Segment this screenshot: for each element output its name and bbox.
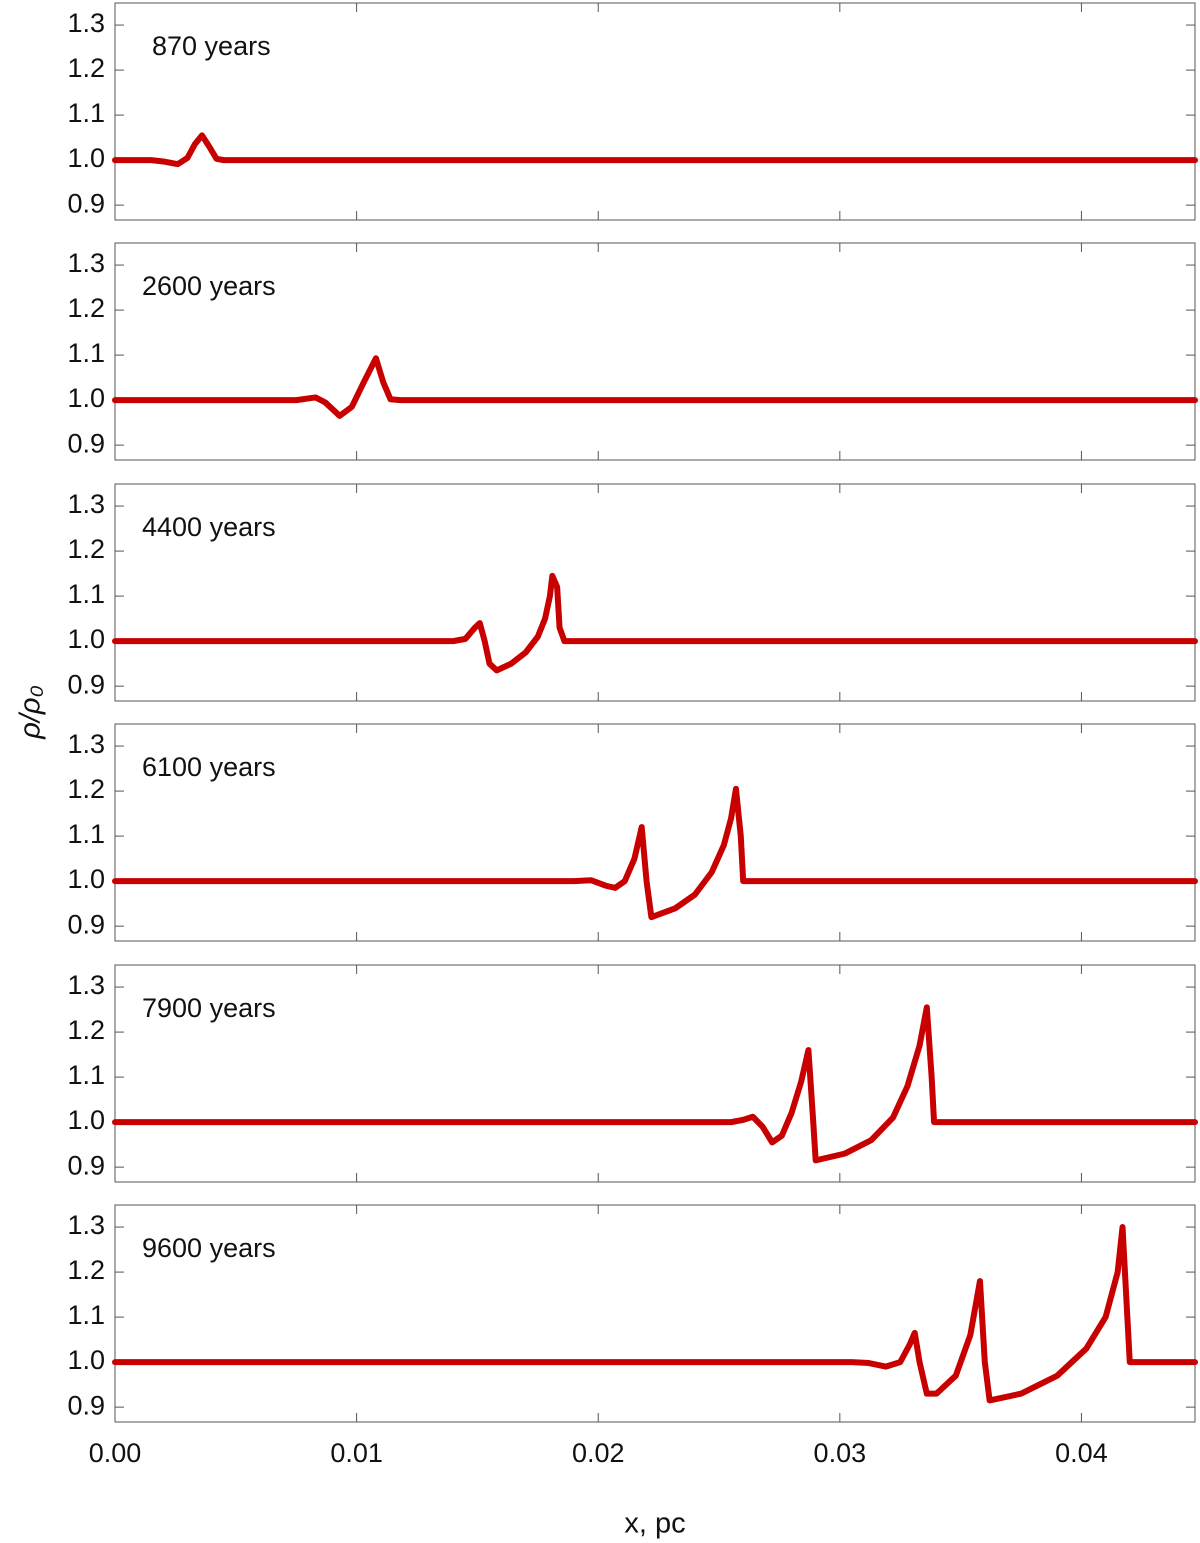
panel-annotation: 9600 years — [142, 1233, 276, 1263]
y-tick-label: 1.2 — [67, 1015, 105, 1045]
data-line — [112, 132, 1198, 168]
data-line — [112, 572, 1198, 674]
y-tick-label: 1.1 — [67, 338, 105, 368]
y-tick-label: 1.1 — [67, 579, 105, 609]
y-tick-label: 1.3 — [67, 729, 105, 759]
plot-frame — [114, 723, 1196, 942]
plot-frame — [114, 1204, 1196, 1423]
y-tick-label: 1.3 — [67, 8, 105, 38]
x-tick-label: 0.00 — [89, 1438, 142, 1468]
data-line — [112, 355, 1198, 419]
y-tick-label: 1.3 — [67, 489, 105, 519]
y-tick-label: 0.9 — [67, 1150, 105, 1180]
y-axis-label: ρ/ρ₀ — [15, 685, 47, 740]
panel-annotation: 6100 years — [142, 752, 276, 782]
y-tick-label: 1.2 — [67, 1255, 105, 1285]
x-axis-label: x, pc — [624, 1508, 685, 1540]
y-tick-label: 1.3 — [67, 248, 105, 278]
y-tick-label: 1.0 — [67, 1105, 105, 1135]
panel-annotation: 7900 years — [142, 993, 276, 1023]
panel-annotation: 2600 years — [142, 271, 276, 301]
y-tick-label: 1.0 — [67, 864, 105, 894]
data-line — [112, 1224, 1198, 1404]
y-tick-label: 1.2 — [67, 53, 105, 83]
y-tick-label: 1.3 — [67, 970, 105, 1000]
plot-frame — [114, 2, 1196, 221]
panel-annotation: 870 years — [152, 31, 271, 61]
y-tick-label: 0.9 — [67, 188, 105, 218]
y-tick-label: 0.9 — [67, 428, 105, 458]
data-line — [112, 785, 1198, 921]
y-tick-label: 1.2 — [67, 534, 105, 564]
x-tick-label: 0.02 — [572, 1438, 625, 1468]
data-line — [112, 1004, 1198, 1164]
y-tick-label: 1.1 — [67, 98, 105, 128]
y-tick-label: 0.9 — [67, 669, 105, 699]
y-tick-label: 1.0 — [67, 383, 105, 413]
y-tick-label: 1.3 — [67, 1210, 105, 1240]
plot-frame — [114, 242, 1196, 461]
plot-frame — [114, 964, 1196, 1183]
y-tick-label: 1.1 — [67, 819, 105, 849]
y-tick-label: 1.0 — [67, 1345, 105, 1375]
y-tick-label: 1.1 — [67, 1060, 105, 1090]
plot-frame — [114, 483, 1196, 702]
x-tick-label: 0.01 — [330, 1438, 383, 1468]
x-tick-label: 0.03 — [814, 1438, 867, 1468]
x-tick-label: 0.04 — [1055, 1438, 1108, 1468]
y-tick-label: 1.1 — [67, 1300, 105, 1330]
y-tick-label: 0.9 — [67, 1390, 105, 1420]
y-tick-label: 1.0 — [67, 143, 105, 173]
y-tick-label: 0.9 — [67, 909, 105, 939]
y-tick-label: 1.2 — [67, 774, 105, 804]
y-tick-label: 1.2 — [67, 293, 105, 323]
panel-annotation: 4400 years — [142, 512, 276, 542]
y-tick-label: 1.0 — [67, 624, 105, 654]
